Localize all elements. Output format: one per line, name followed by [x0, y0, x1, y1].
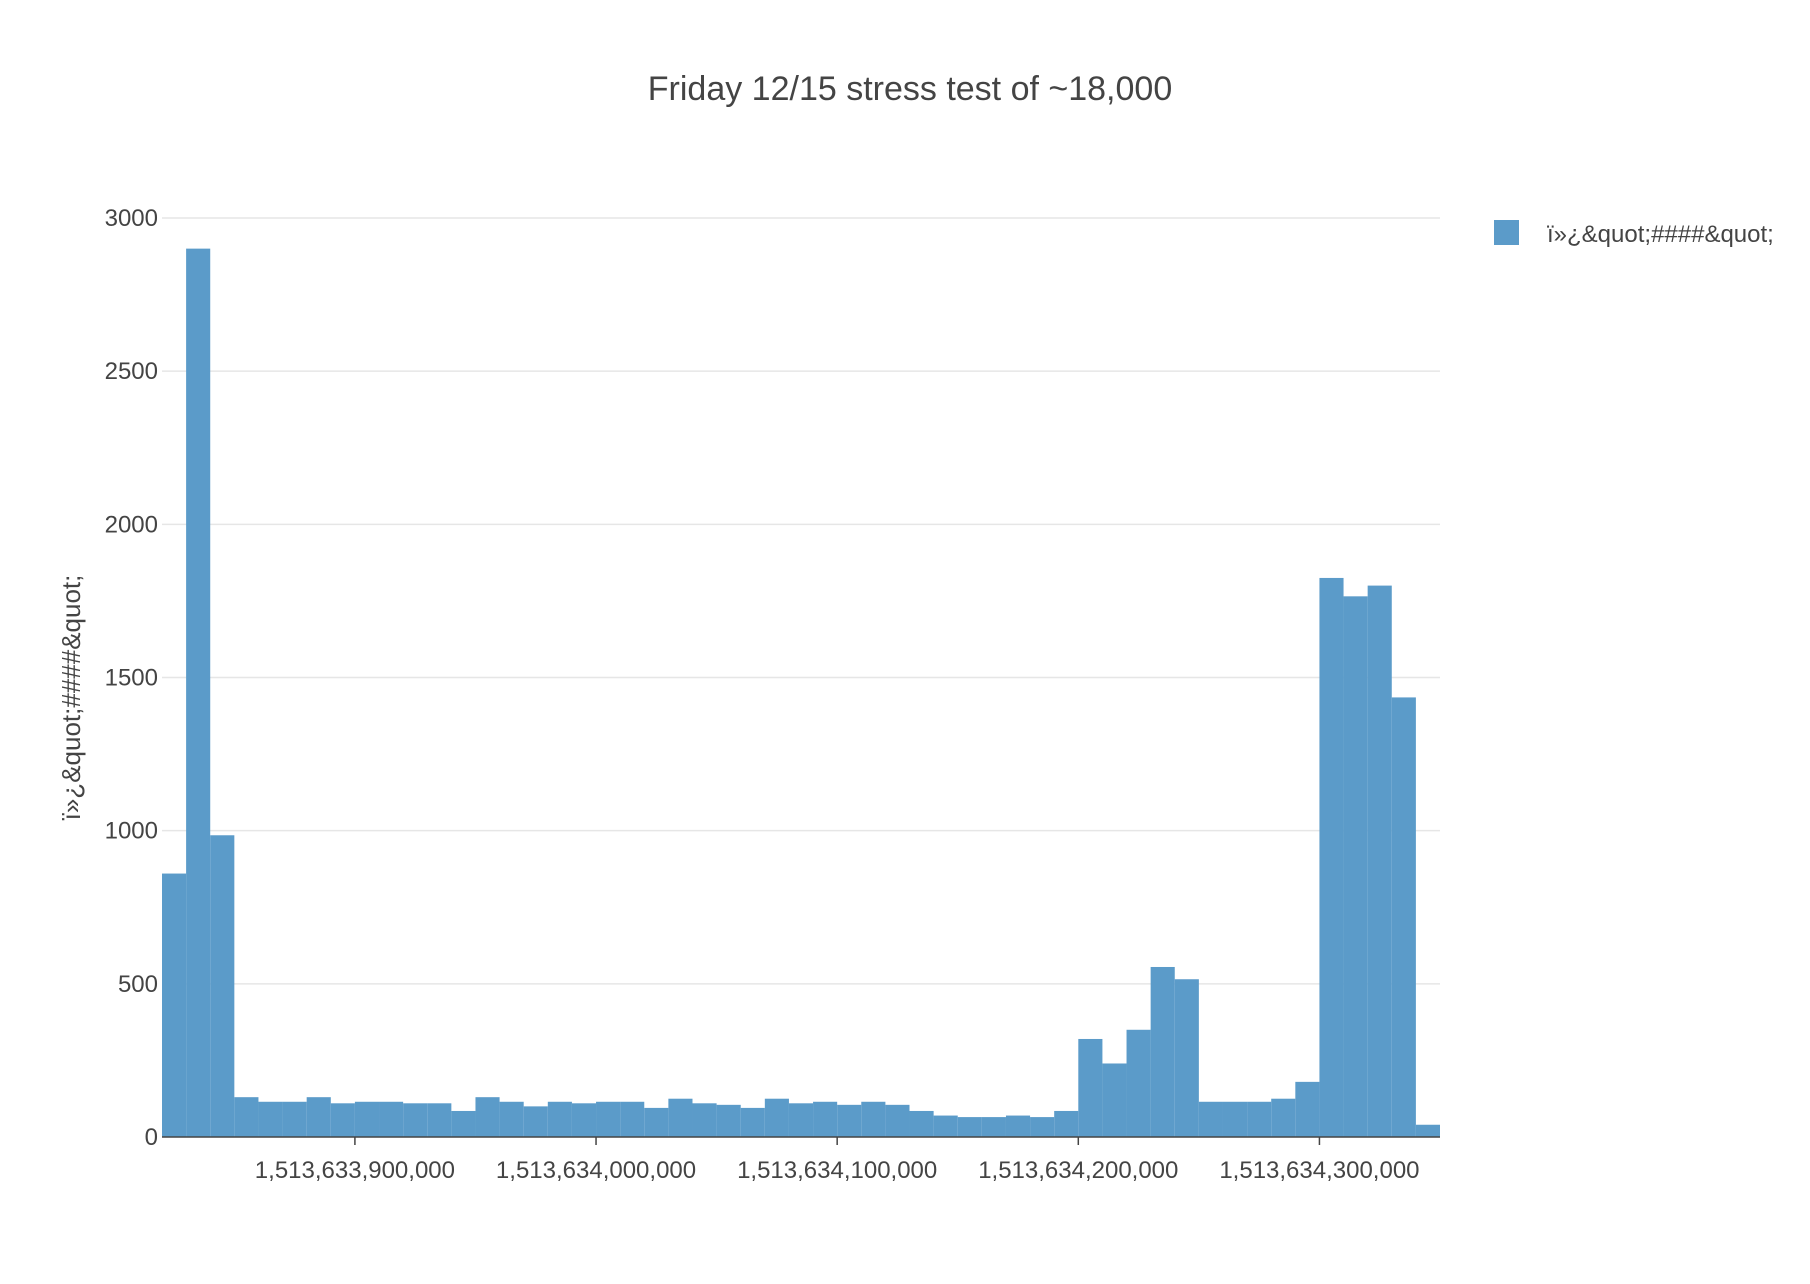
histogram-bar[interactable] [1150, 966, 1175, 1137]
histogram-bar[interactable] [282, 1101, 307, 1137]
histogram-bar[interactable] [1343, 596, 1368, 1137]
histogram-bar[interactable] [306, 1097, 331, 1137]
histogram-bar[interactable] [1271, 1098, 1296, 1137]
histogram-bar[interactable] [644, 1107, 669, 1137]
histogram-bar[interactable] [1247, 1101, 1272, 1137]
y-axis-label: ï»¿&quot;####&quot; [56, 575, 86, 821]
histogram-bar[interactable] [186, 248, 211, 1138]
histogram-bar[interactable] [475, 1097, 500, 1137]
legend[interactable]: ï»¿&quot;####&quot; [1494, 220, 1774, 248]
histogram-bar[interactable] [861, 1101, 886, 1137]
histogram-bar[interactable] [837, 1104, 862, 1137]
histogram-bar[interactable] [1102, 1063, 1127, 1137]
y-gridlines [162, 217, 1440, 985]
histogram-bar[interactable] [330, 1103, 355, 1137]
histogram-bar[interactable] [234, 1097, 259, 1137]
histogram-bar[interactable] [451, 1110, 476, 1137]
x-tick-label: 1,513,634,300,000 [1219, 1157, 1419, 1184]
histogram-bar[interactable] [1295, 1081, 1320, 1137]
histogram-bar[interactable] [909, 1110, 934, 1137]
histogram-bar[interactable] [885, 1104, 910, 1137]
histogram-bar[interactable] [740, 1107, 765, 1137]
histogram-bar[interactable] [1126, 1029, 1151, 1137]
histogram-bar[interactable] [523, 1106, 548, 1137]
bars [162, 248, 1440, 1138]
y-tick-label: 1500 [105, 665, 158, 692]
histogram-bar[interactable] [1415, 1124, 1440, 1137]
axes [162, 1136, 1440, 1145]
y-tick-label: 2000 [105, 511, 158, 538]
histogram-bar[interactable] [1030, 1117, 1055, 1137]
histogram-bar[interactable] [499, 1101, 524, 1137]
histogram-bar[interactable] [354, 1101, 380, 1137]
histogram-bar[interactable] [1391, 697, 1416, 1137]
histogram-bar[interactable] [571, 1103, 597, 1137]
histogram-bar[interactable] [813, 1101, 838, 1137]
histogram-bar[interactable] [210, 835, 235, 1137]
x-tick-label: 1,513,633,900,000 [255, 1157, 455, 1184]
histogram-bar[interactable] [403, 1103, 428, 1137]
chart-title: Friday 12/15 stress test of ~18,000 [648, 70, 1172, 108]
histogram-bar[interactable] [1054, 1110, 1079, 1137]
histogram-bar[interactable] [1319, 577, 1344, 1137]
legend-swatch[interactable] [1494, 220, 1519, 245]
histogram-bar[interactable] [981, 1117, 1006, 1137]
x-tick-label: 1,513,634,200,000 [978, 1157, 1178, 1184]
histogram-bar[interactable] [692, 1103, 717, 1137]
histogram-bar[interactable] [668, 1098, 693, 1137]
histogram-bar[interactable] [596, 1101, 621, 1137]
y-tick-label: 500 [118, 971, 158, 998]
histogram-bar[interactable] [427, 1103, 452, 1137]
histogram-bar[interactable] [1078, 1038, 1103, 1137]
y-tick-label: 0 [145, 1124, 158, 1151]
histogram-bar[interactable] [1198, 1101, 1223, 1137]
histogram-bar[interactable] [379, 1101, 404, 1137]
histogram-bar[interactable] [788, 1103, 814, 1137]
histogram-bar[interactable] [1005, 1115, 1031, 1137]
histogram-bar[interactable] [162, 873, 187, 1137]
histogram-bar[interactable] [1174, 979, 1199, 1137]
histogram-bar[interactable] [547, 1101, 572, 1137]
histogram-bar[interactable] [764, 1098, 789, 1137]
histogram-bar[interactable] [1367, 585, 1392, 1137]
histogram-bar[interactable] [933, 1115, 958, 1137]
y-tick-label: 3000 [105, 205, 158, 232]
x-tick-label: 1,513,634,100,000 [737, 1157, 937, 1184]
histogram-bar[interactable] [957, 1117, 982, 1137]
histogram-bar[interactable] [716, 1104, 741, 1137]
histogram-bar[interactable] [620, 1101, 645, 1137]
y-tick-label: 1000 [105, 818, 158, 845]
x-tick-labels: 1,513,633,900,000 1,513,634,000,000 1,513,… [255, 1157, 1420, 1184]
y-tick-labels: 0 500 1000 1500 2000 2500 3000 [105, 205, 158, 1151]
legend-label[interactable]: ï»¿&quot;####&quot; [1547, 221, 1774, 248]
x-tick-label: 1,513,634,000,000 [496, 1157, 696, 1184]
histogram-bar[interactable] [1222, 1101, 1248, 1137]
histogram-bar[interactable] [258, 1101, 283, 1137]
y-tick-label: 2500 [105, 358, 158, 385]
